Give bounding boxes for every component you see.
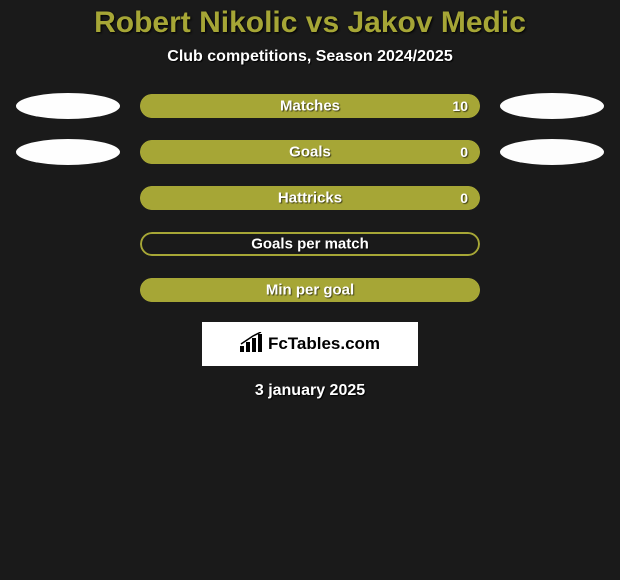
logo-text: FcTables.com — [268, 334, 380, 354]
subtitle: Club competitions, Season 2024/2025 — [0, 48, 620, 66]
player-left-marker — [16, 139, 120, 165]
stat-row: Hattricks 0 — [10, 186, 610, 210]
player-right-marker — [500, 93, 604, 119]
page-title: Robert Nikolic vs Jakov Medic — [0, 6, 620, 40]
stat-bar: Goals 0 — [140, 140, 480, 164]
logo-box: FcTables.com — [202, 322, 418, 366]
stat-label: Hattricks — [278, 190, 342, 207]
stat-bar: Matches 10 — [140, 94, 480, 118]
stat-bar: Goals per match — [140, 232, 480, 256]
stat-label: Goals per match — [251, 236, 369, 253]
stat-bar: Min per goal — [140, 278, 480, 302]
stat-value-right: 10 — [452, 98, 468, 114]
date: 3 january 2025 — [0, 382, 620, 400]
stat-row: Goals 0 — [10, 140, 610, 164]
stat-row: Goals per match — [10, 232, 610, 256]
stat-row: Min per goal — [10, 278, 610, 302]
stat-label: Matches — [280, 98, 340, 115]
stat-value-right: 0 — [460, 190, 468, 206]
stat-label: Goals — [289, 144, 331, 161]
logo-chart-icon — [240, 332, 264, 357]
comparison-chart: Matches 10 Goals 0 Hattricks 0 Goals per match… — [0, 94, 620, 302]
stat-label: Min per goal — [266, 282, 354, 299]
stat-value-right: 0 — [460, 144, 468, 160]
player-left-marker — [16, 93, 120, 119]
player-right-marker — [500, 139, 604, 165]
stat-row: Matches 10 — [10, 94, 610, 118]
stat-bar: Hattricks 0 — [140, 186, 480, 210]
